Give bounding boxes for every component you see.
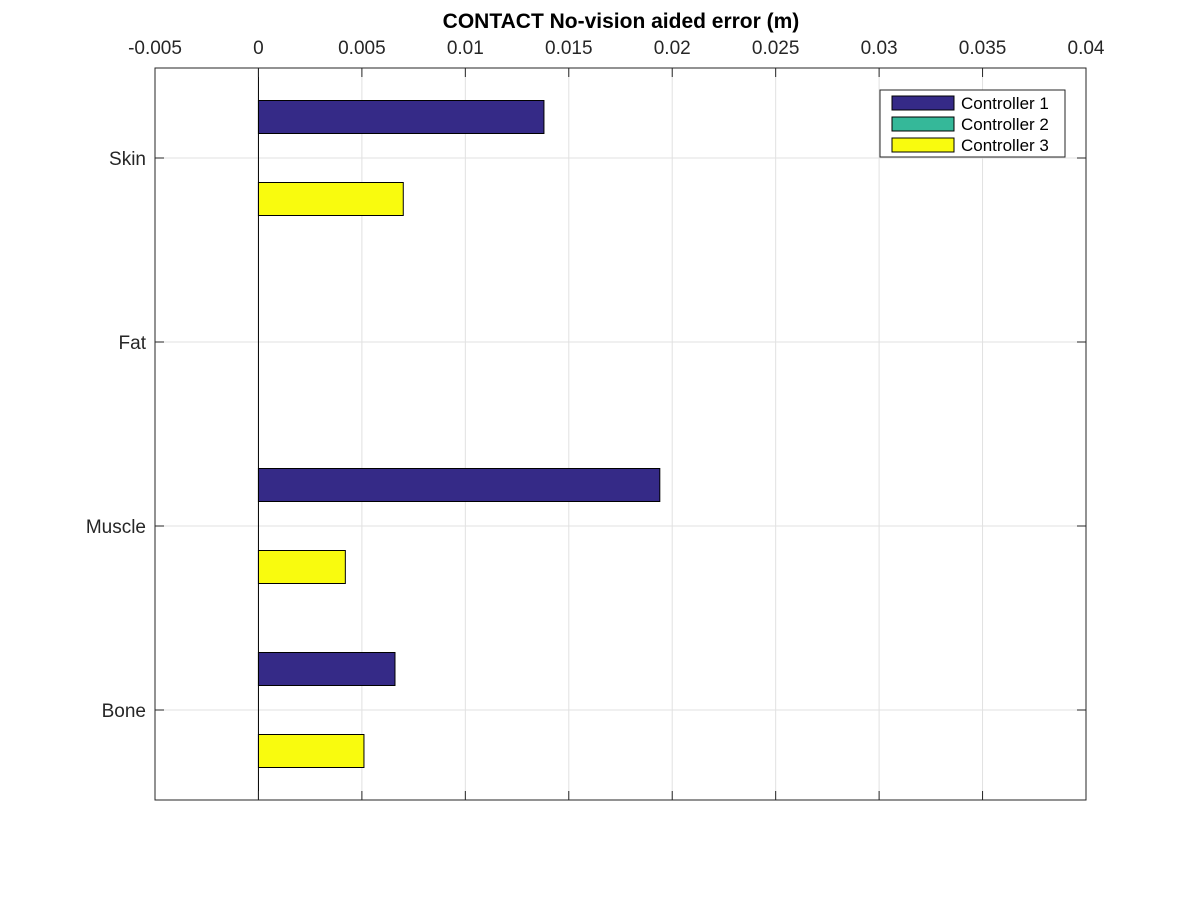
x-tick-label: 0.035	[959, 38, 1007, 59]
x-tick-label: 0.02	[654, 38, 691, 59]
grid-lines	[154, 68, 1087, 800]
legend-swatch-controller-3	[891, 137, 955, 153]
y-tick-label-fat: Fat	[119, 333, 147, 354]
bar-controller-3-bone	[257, 734, 365, 768]
bar-controller-1-muscle	[257, 468, 661, 502]
legend-swatch-controller-2	[891, 116, 955, 132]
x-tick-label: 0.01	[447, 38, 484, 59]
bar-controller-3-skin	[257, 182, 404, 216]
x-tick-label: 0	[253, 38, 264, 59]
y-tick-label-bone: Bone	[102, 701, 146, 722]
x-tick-label: 0.015	[545, 38, 593, 59]
axes: -0.005 0 0.005 0.01 0.015 0.02 0.025 0.03 0.035 0…	[86, 38, 1105, 801]
x-tick-label: 0.03	[861, 38, 898, 59]
plot-frame	[154, 67, 1087, 801]
chart-title: CONTACT No-vision aided error (m)	[443, 10, 800, 33]
y-tick-label-muscle: Muscle	[86, 517, 146, 538]
legend: Controller 1 Controller 2 Controller 3	[879, 89, 1066, 158]
x-tick-label: 0.04	[1068, 38, 1105, 59]
legend-label-controller-3: Controller 3	[961, 136, 1049, 155]
legend-swatch-controller-1	[891, 95, 955, 111]
bar-controller-3-muscle	[257, 550, 346, 584]
bars	[257, 100, 661, 768]
x-tick-label: -0.005	[128, 38, 182, 59]
x-tick-label: 0.025	[752, 38, 800, 59]
bar-controller-1-skin	[257, 100, 545, 134]
y-tick-label-skin: Skin	[109, 149, 146, 170]
bar-controller-1-bone	[257, 652, 396, 686]
legend-label-controller-1: Controller 1	[961, 94, 1049, 113]
legend-label-controller-2: Controller 2	[961, 115, 1049, 134]
x-tick-label: 0.005	[338, 38, 386, 59]
